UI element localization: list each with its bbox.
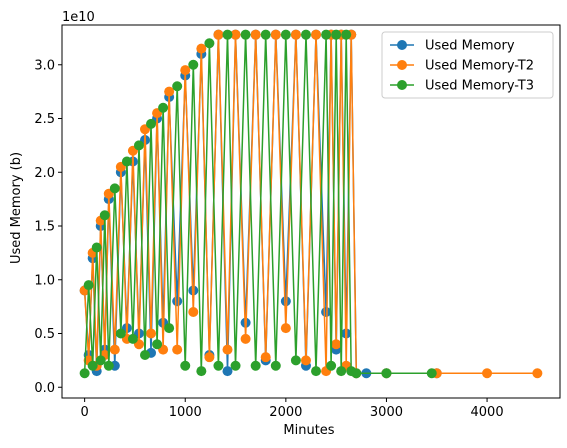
data-point <box>87 360 98 371</box>
series-3 <box>79 29 437 379</box>
legend-label: Used Memory-T3 <box>425 79 534 94</box>
legend-marker <box>397 80 407 90</box>
data-point <box>79 368 90 379</box>
data-point <box>311 29 322 40</box>
y-axis: 0.0 0.5 1.0 1.5 2.0 2.5 3.0 <box>34 58 62 396</box>
data-point <box>290 29 301 40</box>
data-point <box>196 366 207 377</box>
x-tick-label: 3000 <box>370 405 403 420</box>
legend-marker <box>397 60 407 70</box>
data-point <box>321 29 332 40</box>
legend-item: Used Memory <box>390 39 515 54</box>
y-tick-label: 1.0 <box>34 273 55 288</box>
data-point <box>250 29 261 40</box>
data-point <box>99 210 110 221</box>
data-point <box>180 65 191 76</box>
x-tick-label: 2000 <box>269 405 302 420</box>
legend: Used Memory Used Memory-T2 Used Memory-T3 <box>381 31 554 99</box>
legend-box <box>381 31 554 99</box>
data-point <box>133 140 144 151</box>
data-point <box>158 102 169 113</box>
legend-label: Used Memory <box>425 39 515 54</box>
data-point <box>230 29 241 40</box>
data-point <box>180 360 191 371</box>
data-point <box>482 368 493 379</box>
data-point <box>270 29 281 40</box>
data-point <box>290 355 301 366</box>
legend-item: Used Memory-T2 <box>390 59 534 74</box>
legend-marker <box>397 40 407 50</box>
data-point <box>240 333 251 344</box>
data-point <box>280 29 291 40</box>
data-point <box>300 355 311 366</box>
data-point <box>230 360 241 371</box>
data-point <box>204 352 215 363</box>
data-point <box>103 360 114 371</box>
x-tick-label: 1000 <box>169 405 202 420</box>
data-point <box>188 59 199 70</box>
data-point <box>426 368 437 379</box>
data-point <box>341 29 352 40</box>
data-point <box>115 328 126 339</box>
data-point <box>172 81 183 92</box>
data-point <box>351 368 362 379</box>
data-point <box>152 339 163 350</box>
y-axis-label: Used Memory (b) <box>9 152 24 264</box>
data-point <box>213 360 224 371</box>
data-point <box>204 38 215 49</box>
data-point <box>326 360 337 371</box>
series-line <box>83 34 432 375</box>
data-point <box>172 344 183 355</box>
data-point <box>280 323 291 334</box>
data-point <box>140 350 150 361</box>
data-point <box>222 366 233 377</box>
data-point <box>95 355 106 366</box>
data-point <box>336 366 347 377</box>
data-point <box>146 328 157 339</box>
series-layer <box>79 29 543 379</box>
legend-item: Used Memory-T3 <box>390 79 534 94</box>
data-point <box>260 29 271 40</box>
x-tick-label: 4000 <box>471 405 504 420</box>
data-point <box>109 183 120 194</box>
data-point <box>311 366 322 377</box>
x-axis: 0 1000 2000 3000 4000 <box>80 398 504 420</box>
y-tick-label: 3.0 <box>34 58 55 73</box>
data-point <box>381 368 392 379</box>
data-point <box>270 360 281 371</box>
data-point <box>188 307 199 318</box>
data-point <box>164 86 175 97</box>
y-tick-label: 1.5 <box>34 220 55 235</box>
data-point <box>222 29 233 40</box>
y-tick-label: 2.5 <box>34 112 55 127</box>
data-point <box>331 29 342 40</box>
data-point <box>172 296 183 307</box>
x-tick-label: 0 <box>80 405 88 420</box>
y-tick-label: 0.0 <box>34 381 55 396</box>
data-point <box>91 242 102 253</box>
y-tick-label: 2.0 <box>34 166 55 181</box>
data-point <box>222 344 233 355</box>
data-point <box>260 352 271 363</box>
data-point <box>127 333 138 344</box>
data-point <box>331 339 342 350</box>
data-point <box>146 118 157 129</box>
y-tick-label: 0.5 <box>34 327 55 342</box>
data-point <box>121 156 132 167</box>
data-point <box>213 29 224 40</box>
y-offset-text: 1e10 <box>62 10 95 25</box>
x-axis-label: Minutes <box>283 423 334 438</box>
legend-label: Used Memory-T2 <box>425 59 534 74</box>
data-point <box>532 368 543 379</box>
data-point <box>280 296 291 307</box>
data-point <box>83 280 94 291</box>
data-point <box>240 29 251 40</box>
data-point <box>250 360 261 371</box>
data-point <box>300 29 311 40</box>
data-point <box>196 43 207 54</box>
data-point <box>164 323 175 334</box>
data-point <box>109 344 120 355</box>
